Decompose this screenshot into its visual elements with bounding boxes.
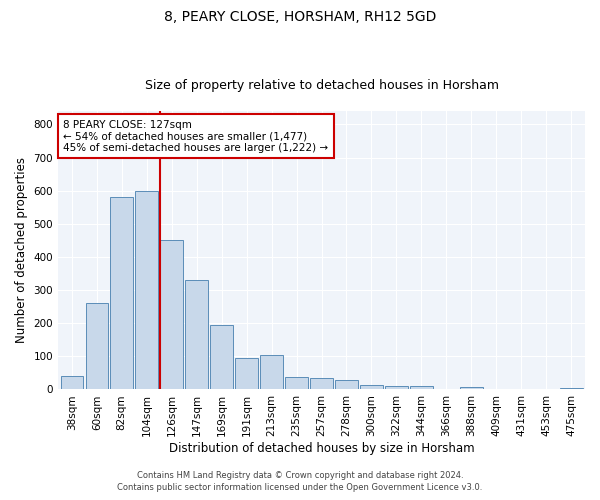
Bar (360, 385, 383, 390)
Bar (286, 377, 308, 390)
Bar (136, 190, 158, 390)
Bar (460, 387, 482, 390)
Bar (235, 358, 258, 390)
Bar (61, 376, 83, 390)
Bar (211, 325, 233, 390)
Bar (310, 378, 333, 390)
Bar (410, 386, 433, 390)
Bar (385, 386, 407, 390)
Bar (86, 304, 108, 390)
Y-axis label: Number of detached properties: Number of detached properties (15, 158, 28, 344)
Text: 8 PEARY CLOSE: 127sqm
← 54% of detached houses are smaller (1,477)
45% of semi-d: 8 PEARY CLOSE: 127sqm ← 54% of detached … (64, 120, 328, 153)
Bar (160, 240, 183, 390)
Bar (185, 280, 208, 390)
X-axis label: Distribution of detached houses by size in Horsham: Distribution of detached houses by size … (169, 442, 475, 455)
Bar (110, 198, 133, 390)
Title: Size of property relative to detached houses in Horsham: Size of property relative to detached ho… (145, 79, 499, 92)
Bar (260, 354, 283, 390)
Text: Contains HM Land Registry data © Crown copyright and database right 2024.
Contai: Contains HM Land Registry data © Crown c… (118, 471, 482, 492)
Bar (335, 380, 358, 390)
Bar (560, 388, 583, 390)
Text: 8, PEARY CLOSE, HORSHAM, RH12 5GD: 8, PEARY CLOSE, HORSHAM, RH12 5GD (164, 10, 436, 24)
